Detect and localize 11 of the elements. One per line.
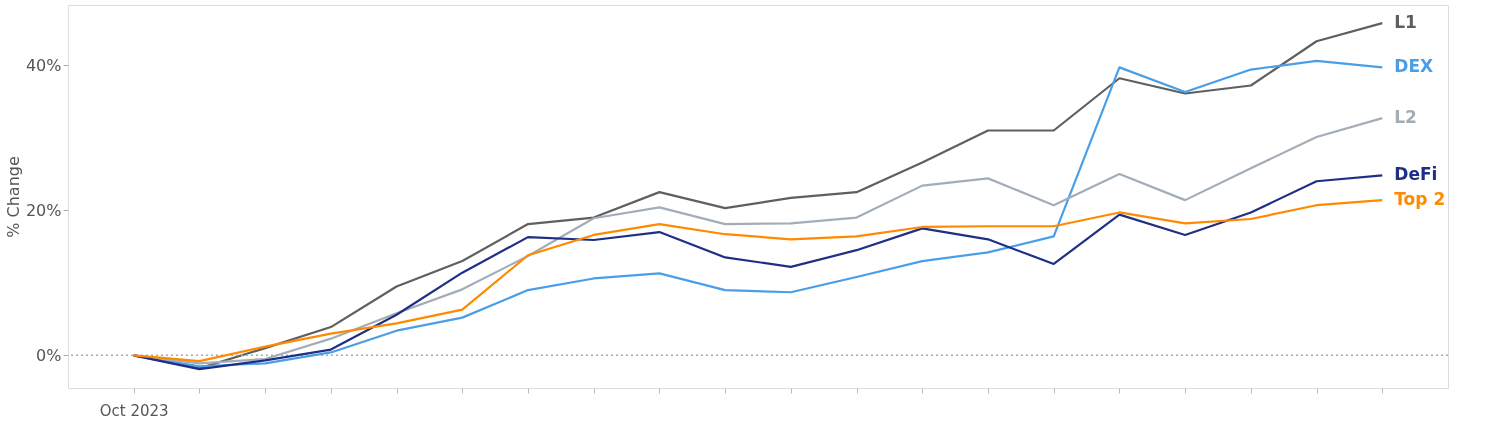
y-tick-label: 40% bbox=[25, 55, 62, 75]
y-tick-label: 0% bbox=[36, 345, 62, 365]
y-axis-title: % Change bbox=[3, 156, 23, 238]
series-label: L2 bbox=[1394, 107, 1417, 128]
series-label: Top 2 bbox=[1394, 189, 1446, 210]
series-label: L1 bbox=[1394, 12, 1417, 33]
x-tick-label: Oct 2023 bbox=[99, 401, 169, 420]
y-tick-label: 20% bbox=[25, 200, 62, 220]
series-label: DeFi bbox=[1394, 164, 1438, 185]
line-series bbox=[132, 199, 1384, 363]
series-label: DEX bbox=[1394, 56, 1434, 77]
